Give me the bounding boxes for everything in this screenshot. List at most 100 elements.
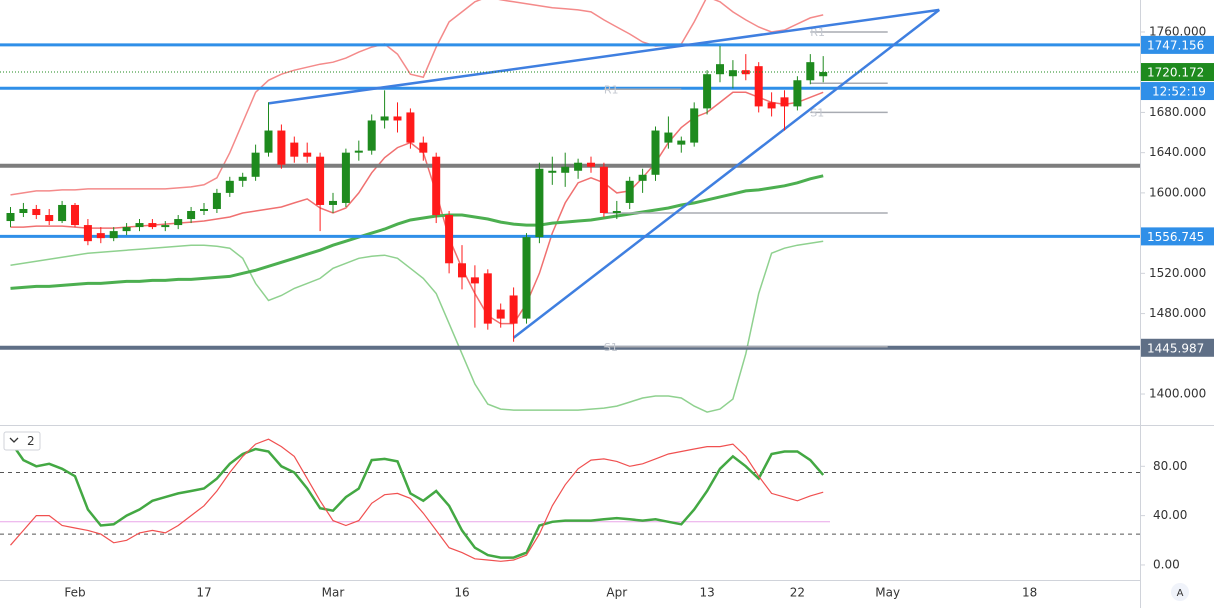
y-tick-label: 1520.000 <box>1149 266 1206 280</box>
candle-body <box>741 70 750 75</box>
last-price-box <box>1141 63 1214 82</box>
candle-body <box>303 152 312 157</box>
candle-body <box>612 210 621 214</box>
y-tick-label: 1680.000 <box>1149 105 1206 119</box>
candle-body <box>780 97 789 107</box>
x-tick-label: 16 <box>454 586 469 600</box>
candle-body <box>32 208 41 216</box>
candle-body <box>587 162 595 167</box>
candle-body <box>290 142 299 157</box>
button-circle[interactable] <box>1171 583 1189 601</box>
y-tick-label: 1400.000 <box>1149 387 1206 401</box>
candle-body <box>638 174 647 181</box>
candle-body <box>109 231 118 239</box>
candle-body <box>58 204 67 222</box>
badge-box[interactable] <box>3 431 41 451</box>
candle-body <box>690 108 699 143</box>
candle-body <box>535 168 544 238</box>
candle-body <box>599 166 608 214</box>
price-label: 1445.987 <box>1147 341 1204 355</box>
x-tick-label: May <box>875 586 900 600</box>
candle-body <box>716 64 724 75</box>
candle-body <box>200 208 208 211</box>
price-label: 1747.156 <box>1147 38 1204 52</box>
candle-body <box>509 295 518 324</box>
x-tick-label: Mar <box>322 586 345 600</box>
candle-body <box>819 72 828 77</box>
y-tick-label: 1600.000 <box>1149 185 1206 199</box>
y-tick-label: 1760.000 <box>1149 24 1206 38</box>
chevron-icon <box>9 437 19 443</box>
indicator-line <box>10 240 824 413</box>
last-price-label: 1720.172 <box>1147 66 1204 80</box>
auto-scale-button[interactable]: A <box>1171 583 1189 601</box>
candle-body <box>380 116 389 121</box>
candle-body <box>806 62 815 81</box>
candle-body <box>625 180 634 203</box>
price-label: 1556.745 <box>1147 230 1204 244</box>
osc-line <box>10 438 824 562</box>
oscillator-badge[interactable]: 2 <box>3 431 41 451</box>
candle-body <box>496 309 505 319</box>
candle-body <box>135 223 144 228</box>
candle-body <box>277 130 286 165</box>
osc-tick-label: 0.00 <box>1153 557 1180 571</box>
x-tick-label: 18 <box>1022 586 1037 600</box>
x-tick-label: Apr <box>606 586 627 600</box>
candle-body <box>329 200 337 205</box>
candle-body <box>664 132 673 143</box>
osc-line <box>9 440 825 559</box>
main-panel: R1 S1 R1 S1 <box>0 0 1140 413</box>
candle-body <box>225 180 234 193</box>
y-tick-label: 1480.000 <box>1149 306 1206 320</box>
candle-body <box>483 273 492 324</box>
candle-body <box>174 219 183 226</box>
pivot-label: R1 <box>810 26 825 39</box>
candle-body <box>264 130 273 153</box>
candle-body <box>316 156 325 205</box>
candle-body <box>728 70 737 77</box>
candle-body <box>522 237 531 319</box>
pivot-label: R1 <box>604 83 619 96</box>
candle-body <box>251 152 260 177</box>
candle-body <box>148 223 157 228</box>
candle-body <box>445 215 454 264</box>
price-label-box <box>1141 227 1214 246</box>
candle-body <box>458 263 466 278</box>
candle-body <box>754 66 763 107</box>
candle-body <box>703 74 712 109</box>
oscillator-panel <box>0 438 1140 562</box>
candle-body <box>6 213 15 222</box>
candle-body <box>367 120 376 151</box>
candle-body <box>419 142 428 153</box>
x-tick-label: 17 <box>196 586 211 600</box>
candle-body <box>45 215 54 222</box>
candle-body <box>71 204 79 226</box>
x-tick-label: 13 <box>699 586 714 600</box>
candle-body <box>354 150 363 153</box>
price-label-box <box>1141 35 1214 54</box>
candle-body <box>238 176 247 181</box>
button-label[interactable]: A <box>1177 588 1184 599</box>
candle-body <box>19 208 28 214</box>
osc-tick-label: 40.00 <box>1153 508 1187 522</box>
candle-body <box>677 140 686 145</box>
indicator-line <box>10 0 824 196</box>
candle-body <box>561 166 570 173</box>
y-tick-label: 1640.000 <box>1149 145 1206 159</box>
candle-body <box>406 112 415 143</box>
trendline <box>512 8 941 339</box>
indicator-line <box>10 91 824 325</box>
x-tick-label: 22 <box>790 586 805 600</box>
candle-body <box>574 162 583 171</box>
candle-body <box>548 170 557 173</box>
countdown-label: 12:52:19 <box>1152 85 1206 99</box>
candle-body <box>187 210 196 220</box>
candle-body <box>767 102 776 109</box>
countdown-box <box>1141 82 1214 101</box>
pivot-label: S1 <box>810 106 824 119</box>
x-tick-label: Feb <box>64 586 85 600</box>
